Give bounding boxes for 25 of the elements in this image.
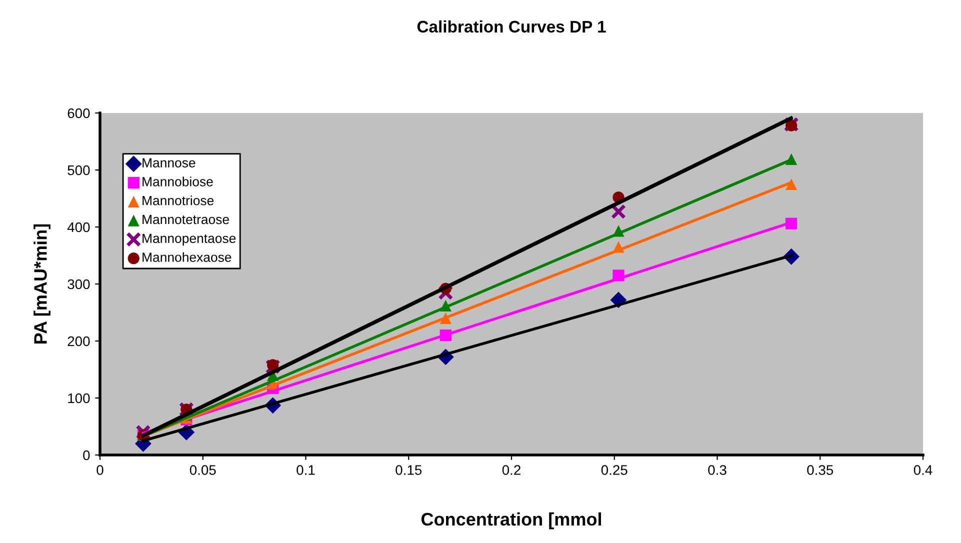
legend-label: Mannose: [142, 158, 196, 168]
y-axis-title: PA [mAU*min]: [34, 224, 50, 344]
x-tick-label: 0.2: [502, 465, 520, 475]
x-tick-label: 0: [96, 465, 104, 475]
y-tick-label: 600: [68, 108, 90, 118]
y-tick-label: 100: [68, 393, 90, 404]
legend-label: Mannotriose: [142, 196, 214, 206]
y-tick-label: 0: [83, 450, 90, 460]
legend-label: Mannohexaose: [142, 252, 232, 262]
x-axis-title: Concentration [mmol: [421, 512, 602, 530]
x-tick-label: 0.1: [296, 465, 315, 475]
legend-label: Mannobiose: [142, 176, 213, 186]
legend-label: Mannopentaose: [142, 234, 236, 246]
x-tick-label: 0.35: [807, 465, 834, 475]
x-tick-label: 0.15: [396, 465, 422, 475]
x-tick-label: 0.4: [914, 465, 932, 475]
legend-label: Mannotetraose: [142, 214, 229, 224]
x-tick-label: 0.3: [708, 465, 726, 475]
y-tick-label: 400: [67, 222, 90, 232]
x-tick-label: 0.05: [190, 465, 216, 475]
y-tick-label: 300: [68, 279, 90, 290]
x-tick-label: 0.25: [601, 465, 628, 475]
chart-title: Calibration Curves DP 1: [417, 20, 606, 33]
y-tick-label: 200: [68, 336, 90, 346]
y-tick-label: 500: [68, 165, 90, 176]
